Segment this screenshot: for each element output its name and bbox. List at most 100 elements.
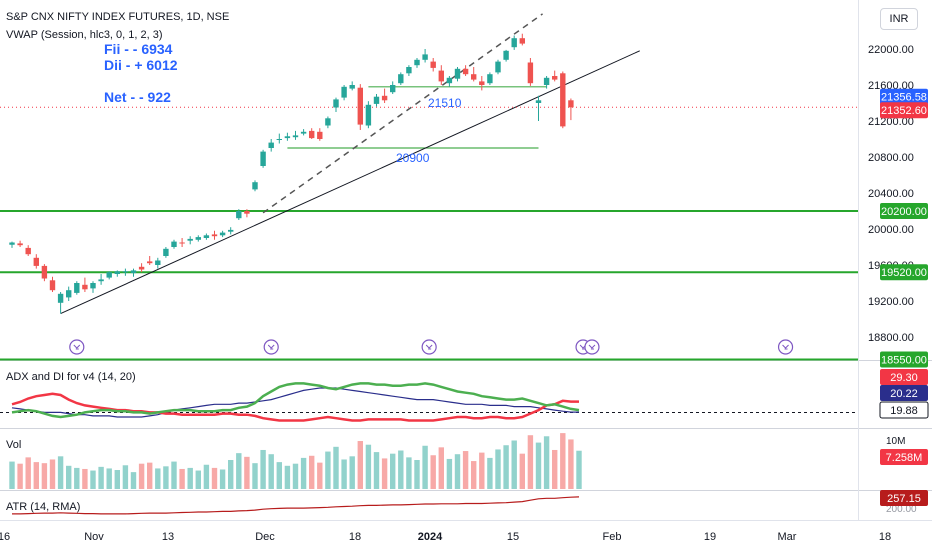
candle[interactable] [365,104,372,126]
candle[interactable] [9,242,15,245]
volume-bar [535,442,542,489]
candle[interactable] [446,77,453,84]
candle[interactable] [66,290,72,298]
candle[interactable] [106,272,112,278]
candle[interactable] [317,131,323,139]
candle[interactable] [535,100,542,103]
candle[interactable] [203,235,210,238]
symbol-title[interactable]: S&P CNX NIFTY INDEX FUTURES, 1D, NSE [6,11,230,23]
candle[interactable] [357,87,363,125]
volume-bar [300,457,307,489]
candle[interactable] [163,248,169,256]
trend-line[interactable] [60,50,640,315]
volume-bar [527,435,534,489]
candle[interactable] [292,135,299,138]
event-marker-icon[interactable] [584,339,600,355]
candle[interactable] [155,260,161,266]
candle[interactable] [309,130,315,139]
candle[interactable] [41,265,48,279]
candle[interactable] [406,67,412,74]
candle[interactable] [138,266,145,270]
volume-bar [543,436,550,489]
candle[interactable] [333,99,339,108]
candle[interactable] [511,38,517,48]
candle[interactable] [236,211,242,219]
candle[interactable] [527,62,534,84]
candle[interactable] [219,232,226,236]
candle[interactable] [171,241,177,247]
volume-bar [252,463,258,489]
candle[interactable] [454,68,461,79]
candle[interactable] [422,54,428,60]
candle[interactable] [519,38,525,44]
adx-legend[interactable]: ADX and DI for v4 (14, 20) [6,371,136,383]
candle[interactable] [398,74,404,84]
candle[interactable] [414,59,420,66]
candle[interactable] [300,131,307,134]
candle[interactable] [33,257,39,266]
candle[interactable] [260,151,266,166]
volume-bar [203,464,210,489]
candle[interactable] [503,50,509,60]
candle[interactable] [147,261,153,264]
time-tick-label: 18 [879,531,891,543]
volume-bar [219,469,226,489]
volume-bar [309,455,315,489]
candle[interactable] [49,280,56,291]
candle[interactable] [430,61,436,68]
event-marker-icon[interactable] [69,339,85,355]
candle[interactable] [179,242,185,244]
vol-legend[interactable]: Vol [6,439,22,451]
candle[interactable] [211,234,218,237]
volume-bar [74,467,80,489]
candle[interactable] [268,142,274,148]
candle[interactable] [349,85,355,89]
candle[interactable] [228,229,234,232]
candle[interactable] [438,70,444,82]
candle[interactable] [114,271,120,274]
candle[interactable] [543,77,550,85]
candle[interactable] [462,68,469,75]
candle[interactable] [373,96,380,104]
event-marker-icon[interactable] [263,339,279,355]
candle[interactable] [82,284,88,290]
candle[interactable] [568,100,574,108]
candle[interactable] [90,283,96,289]
candle[interactable] [390,85,396,93]
event-marker-icon[interactable] [421,339,437,355]
candle[interactable] [74,283,80,293]
candle[interactable] [122,271,129,273]
candle[interactable] [471,74,477,80]
candle[interactable] [130,270,137,274]
candle[interactable] [284,136,291,139]
candle[interactable] [381,95,388,101]
atr-tick-label: 200.00 [886,504,917,515]
vwap-legend[interactable]: VWAP (Session, hlc3, 0, 1, 2, 3) [6,29,163,41]
candle[interactable] [25,247,31,255]
candle[interactable] [325,118,331,126]
price-tag-last: 21352.60 [881,105,927,117]
candle[interactable] [341,86,347,98]
candle[interactable] [479,81,485,85]
atr-legend[interactable]: ATR (14, RMA) [6,501,81,513]
candle[interactable] [252,182,258,190]
candle[interactable] [487,74,493,84]
time-tick-label: 2024 [418,531,443,543]
candle[interactable] [195,237,201,240]
candle[interactable] [495,61,501,73]
dashed-trend-line[interactable] [262,13,543,214]
candle[interactable] [57,293,64,303]
currency-button[interactable]: INR [880,8,918,30]
candle[interactable] [276,139,282,140]
vol-tick-label: 10M [886,436,905,447]
event-marker-icon[interactable] [777,339,794,355]
adx-tag-di-minus: 29.30 [890,372,918,384]
candle[interactable] [98,279,104,282]
candle[interactable] [17,243,23,246]
candle[interactable] [187,238,193,241]
candle[interactable] [552,76,558,80]
candle[interactable] [560,73,566,127]
candle[interactable] [244,211,250,214]
adx-line [11,387,579,418]
